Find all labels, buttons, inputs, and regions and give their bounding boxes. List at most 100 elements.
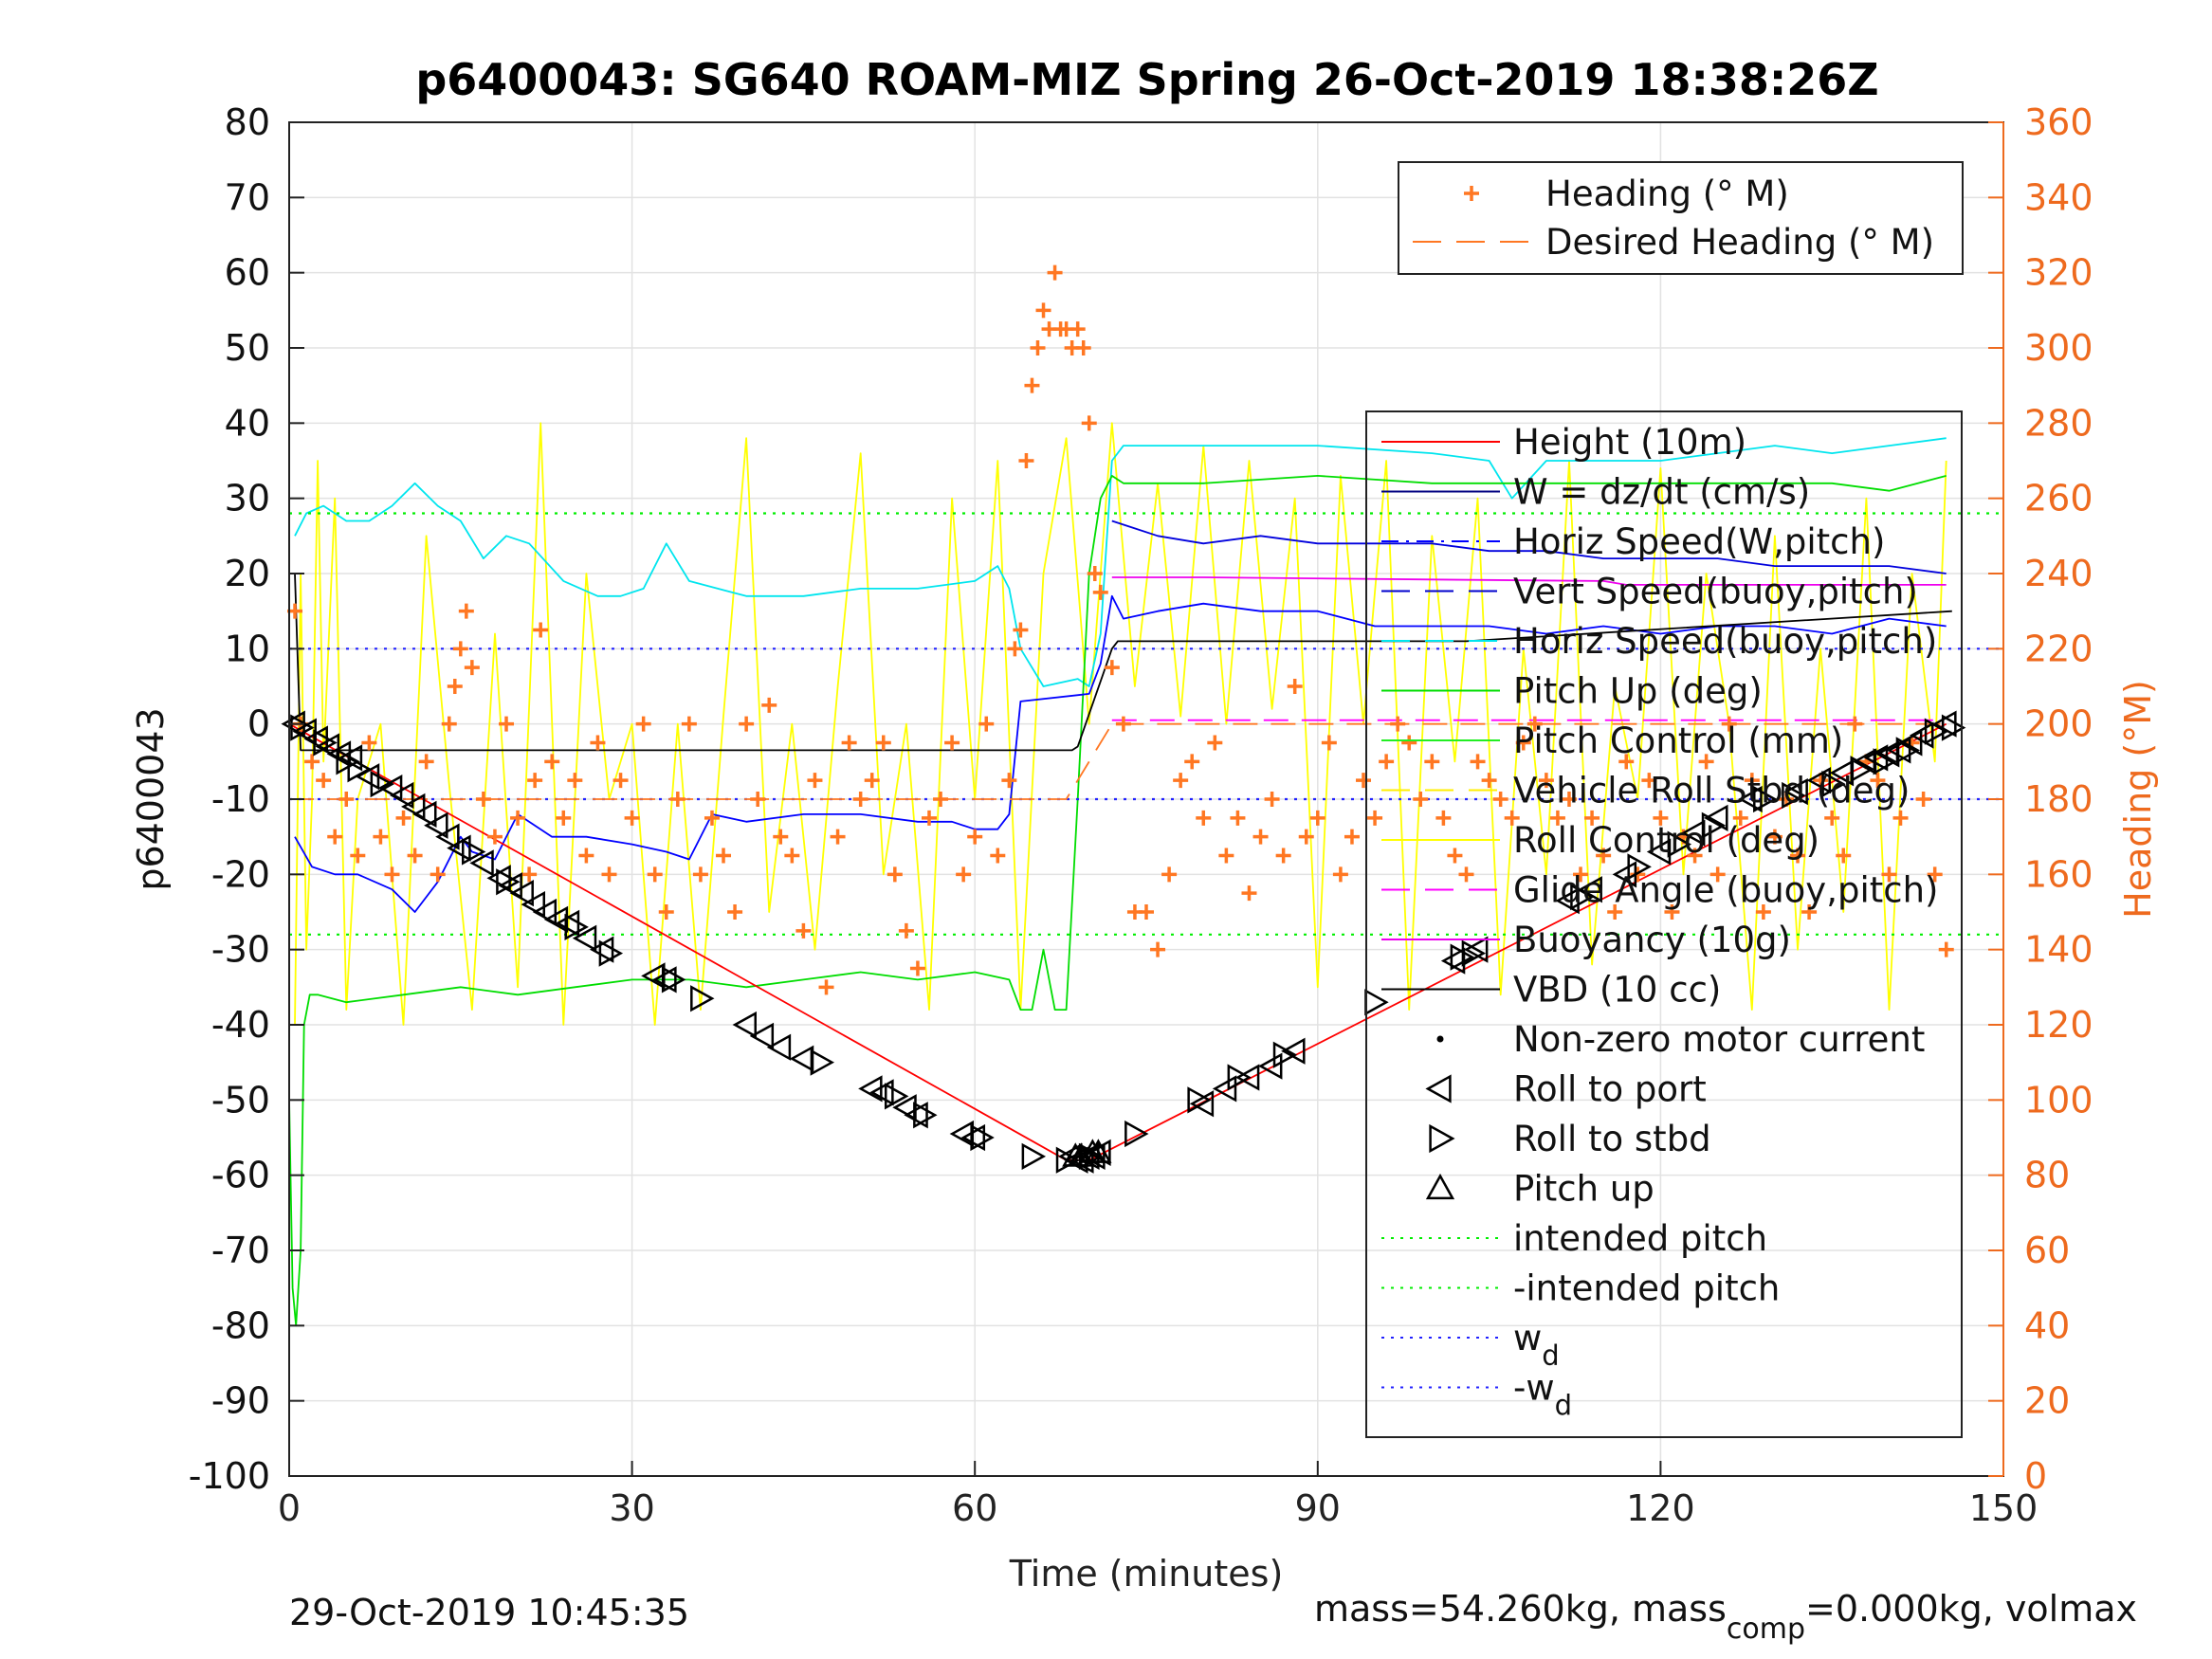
roll-marker — [732, 1011, 757, 1039]
heading-point — [1687, 848, 1703, 864]
legend-sample — [1429, 1123, 1455, 1154]
legend-main-label: Vert Speed(buoy,pitch) — [1513, 572, 1918, 612]
heading-point — [1075, 340, 1091, 356]
heading-point — [601, 866, 617, 883]
legend-main-label: Non-zero motor current — [1513, 1019, 1925, 1060]
axes: 0 30 60 90 120 15080706050403020100-10-20-30-… — [189, 101, 2093, 1529]
heading-point — [1087, 566, 1103, 581]
series-pitch-up-deg — [288, 474, 1947, 1327]
y-tick-label: 50 — [225, 327, 270, 369]
roll-marker — [1085, 1139, 1112, 1163]
y2-tick-label: 240 — [2024, 553, 2093, 594]
roll-marker — [338, 744, 363, 772]
heading-point — [327, 829, 343, 845]
x-tick-label: 60 — [952, 1487, 997, 1529]
y2-tick-label: 180 — [2024, 778, 2093, 820]
legend-top-row: Heading (° M) — [1464, 173, 1789, 214]
y-tick-label: -30 — [211, 929, 270, 971]
roll-marker — [869, 1079, 894, 1106]
legend-main-row: Non-zero motor current — [1436, 1019, 1925, 1060]
roll-marker — [1782, 781, 1806, 810]
y-tick-label: 0 — [247, 703, 270, 745]
series-vehicle-roll-stbd-deg — [294, 422, 1947, 1026]
legend-main: Height (10m) W = dz/dt (cm/s) Horiz Speed(… — [1365, 410, 1963, 1438]
legend-main-row: Pitch Control (mm) — [1381, 720, 1843, 761]
heading-point — [818, 979, 834, 995]
roll-marker — [1021, 1142, 1047, 1170]
legend-main-label: Roll Control (deg) — [1513, 820, 1819, 861]
heading-point — [1298, 829, 1314, 845]
heading-point — [1173, 773, 1189, 789]
legend-main-row: Roll to port — [1425, 1069, 1707, 1110]
y2-tick-label: 60 — [2024, 1230, 2070, 1271]
heading-point — [795, 922, 812, 939]
heading-point — [578, 848, 594, 864]
roll-marker — [1897, 729, 1923, 757]
heading-point — [1030, 340, 1046, 356]
series-buoyancy-10g — [1111, 576, 1947, 586]
heading-point — [395, 810, 411, 826]
heading-point — [727, 904, 743, 920]
y-tick-label: -50 — [211, 1079, 270, 1121]
y2-tick-label: 280 — [2024, 402, 2093, 444]
heading-point — [1207, 735, 1223, 751]
heading-point — [1001, 773, 1017, 789]
heading-point — [521, 866, 538, 883]
roll-marker — [347, 756, 372, 783]
roll-marker — [690, 985, 715, 1012]
roll-marker — [1701, 811, 1727, 839]
y2-axis-label: Heading (°M) — [2117, 680, 2159, 919]
heading-point — [1538, 773, 1554, 789]
heading-point — [458, 603, 474, 619]
roll-marker — [1806, 767, 1831, 794]
legend-main-label: Height (10m) — [1513, 422, 1746, 463]
roll-marker — [424, 811, 448, 839]
legend-main-row: Pitch up — [1425, 1169, 1654, 1210]
roll-marker — [1895, 737, 1921, 764]
roll-marker — [1667, 830, 1692, 858]
heading-point — [1790, 848, 1806, 864]
y-tick-label: 20 — [225, 553, 270, 594]
roll-marker — [532, 898, 558, 926]
heading-point — [1892, 810, 1909, 826]
roll-marker — [401, 793, 426, 821]
heading-point — [1584, 810, 1600, 826]
y2-tick-label: 20 — [2024, 1380, 2070, 1422]
footer-mass-suffix: =0.000kg, volmax — [1805, 1588, 2137, 1630]
heading-point — [373, 829, 389, 845]
roll-marker — [1783, 777, 1808, 806]
heading-point — [1607, 904, 1623, 920]
heading-point — [1664, 904, 1680, 920]
heading-point — [1653, 810, 1669, 826]
heading-point — [430, 866, 446, 883]
legend-main-label: Horiz Speed(W,pitch) — [1513, 521, 1885, 562]
roll-marker — [1555, 886, 1580, 915]
roll-marker — [370, 771, 395, 798]
legend-main-label: Pitch Up (deg) — [1513, 671, 1763, 712]
heading-point — [1344, 829, 1360, 845]
legend-top-row: Desired Heading (° M) — [1413, 222, 1934, 263]
heading-point — [1013, 622, 1029, 638]
heading-point — [338, 792, 355, 807]
roll-marker — [509, 880, 534, 907]
x-tick-label: 30 — [609, 1487, 654, 1529]
x-tick-label: 150 — [1969, 1487, 2038, 1529]
heading-point — [1824, 810, 1840, 826]
legend-main-label: Pitch up — [1513, 1169, 1654, 1210]
heading-point — [658, 904, 674, 920]
y2-tick-label: 100 — [2024, 1079, 2093, 1121]
roll-marker — [1068, 1142, 1095, 1167]
heading-point — [909, 960, 925, 976]
roll-marker — [313, 729, 338, 757]
heading-point — [1115, 716, 1131, 732]
y2-tick-label: 160 — [2024, 853, 2093, 895]
y-tick-label: -20 — [211, 853, 270, 895]
heading-point — [852, 792, 868, 807]
heading-point — [316, 773, 332, 789]
heading-point — [1241, 885, 1257, 902]
series-roll-to-stbd — [290, 714, 1966, 1174]
legend-main-row: Vert Speed(buoy,pitch) — [1381, 572, 1918, 612]
heading-point — [350, 848, 366, 864]
heading-point — [875, 735, 891, 751]
heading-point — [1184, 754, 1200, 770]
